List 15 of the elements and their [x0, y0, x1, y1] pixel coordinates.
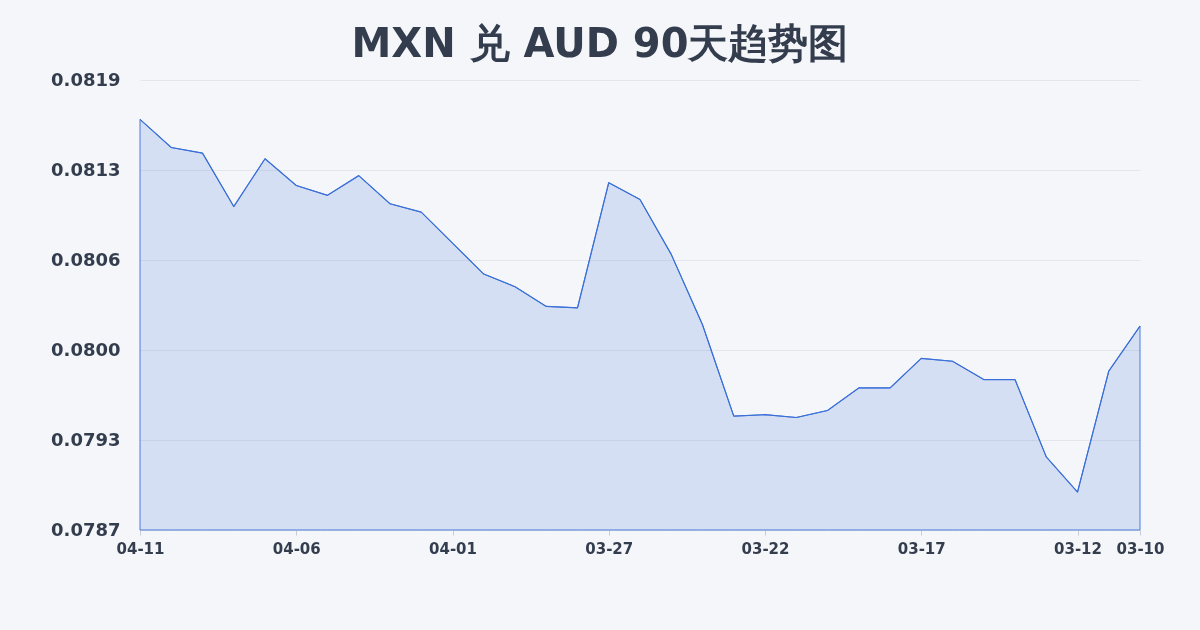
y-tick-label: 0.0793: [51, 428, 121, 450]
x-tick-label: 03-22: [741, 539, 790, 558]
x-tick-label: 03-12: [1054, 539, 1102, 558]
y-tick-label: 0.0787: [51, 518, 121, 540]
x-tick-label: 04-01: [429, 539, 477, 558]
x-tick-label: 03-17: [897, 539, 946, 558]
y-tick-label: 0.0813: [51, 158, 121, 180]
y-tick-label: 0.0800: [51, 338, 121, 360]
x-tick-label: 03-10: [1116, 539, 1165, 558]
y-tick-label: 0.0806: [51, 248, 121, 270]
x-tick-label: 04-11: [116, 539, 165, 558]
chart-title: MXN 兑 AUD 90天趋势图: [351, 20, 849, 66]
y-tick-label: 0.0819: [51, 68, 121, 90]
x-tick-label: 04-06: [272, 539, 321, 558]
x-tick-label: 03-27: [585, 539, 634, 558]
